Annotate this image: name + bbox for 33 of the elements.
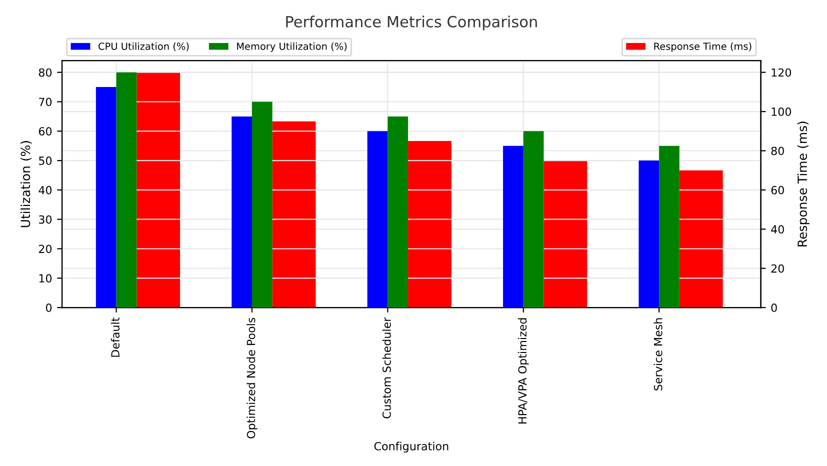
y2-tick-label: 60	[771, 186, 784, 194]
bar	[638, 160, 660, 308]
y2-axis-title: Response Time (ms)	[797, 122, 810, 246]
y2-tick-label: 20	[771, 264, 784, 273]
y2-tick-label: 40	[771, 225, 784, 234]
y2-tick-label: 0	[771, 304, 777, 312]
y2-tick-label: 100	[772, 108, 792, 116]
y-tick-label: 50	[39, 156, 52, 165]
bar	[232, 116, 252, 308]
y2-tick-label: 80	[771, 146, 784, 156]
chart-title: Performance Metrics Comparison	[286, 16, 537, 30]
y-tick-label: 30	[39, 215, 52, 224]
y-tick-label: 10	[39, 274, 52, 283]
y-tick-label: 0	[46, 304, 52, 312]
legend-label: CPU Utilization (%)	[98, 42, 189, 52]
y-axis-title: Utilization (%)	[20, 141, 32, 228]
legend-label: Memory Utilization (%)	[237, 42, 347, 52]
bar	[96, 87, 116, 308]
x-tick-label: Service Mesh	[654, 318, 662, 390]
bar	[367, 131, 388, 308]
y-tick-label: 70	[39, 98, 52, 106]
bar	[503, 146, 524, 308]
y-tick-label: 20	[38, 244, 52, 254]
legend-label: Response Time (ms)	[654, 42, 752, 52]
x-tick-label: HPA/VPA Optimized	[518, 318, 529, 424]
x-tick-label: Custom Scheduler	[382, 317, 391, 418]
y-tick-label: 60	[38, 127, 52, 136]
x-axis-title: Configuration	[374, 442, 448, 453]
x-tick-label: Default	[110, 318, 120, 357]
y2-tick-label: 120	[772, 68, 792, 77]
x-tick-label: Optimized Node Pools	[246, 318, 258, 438]
y-tick-label: 40	[38, 186, 52, 194]
y-tick-label: 80	[38, 68, 52, 77]
